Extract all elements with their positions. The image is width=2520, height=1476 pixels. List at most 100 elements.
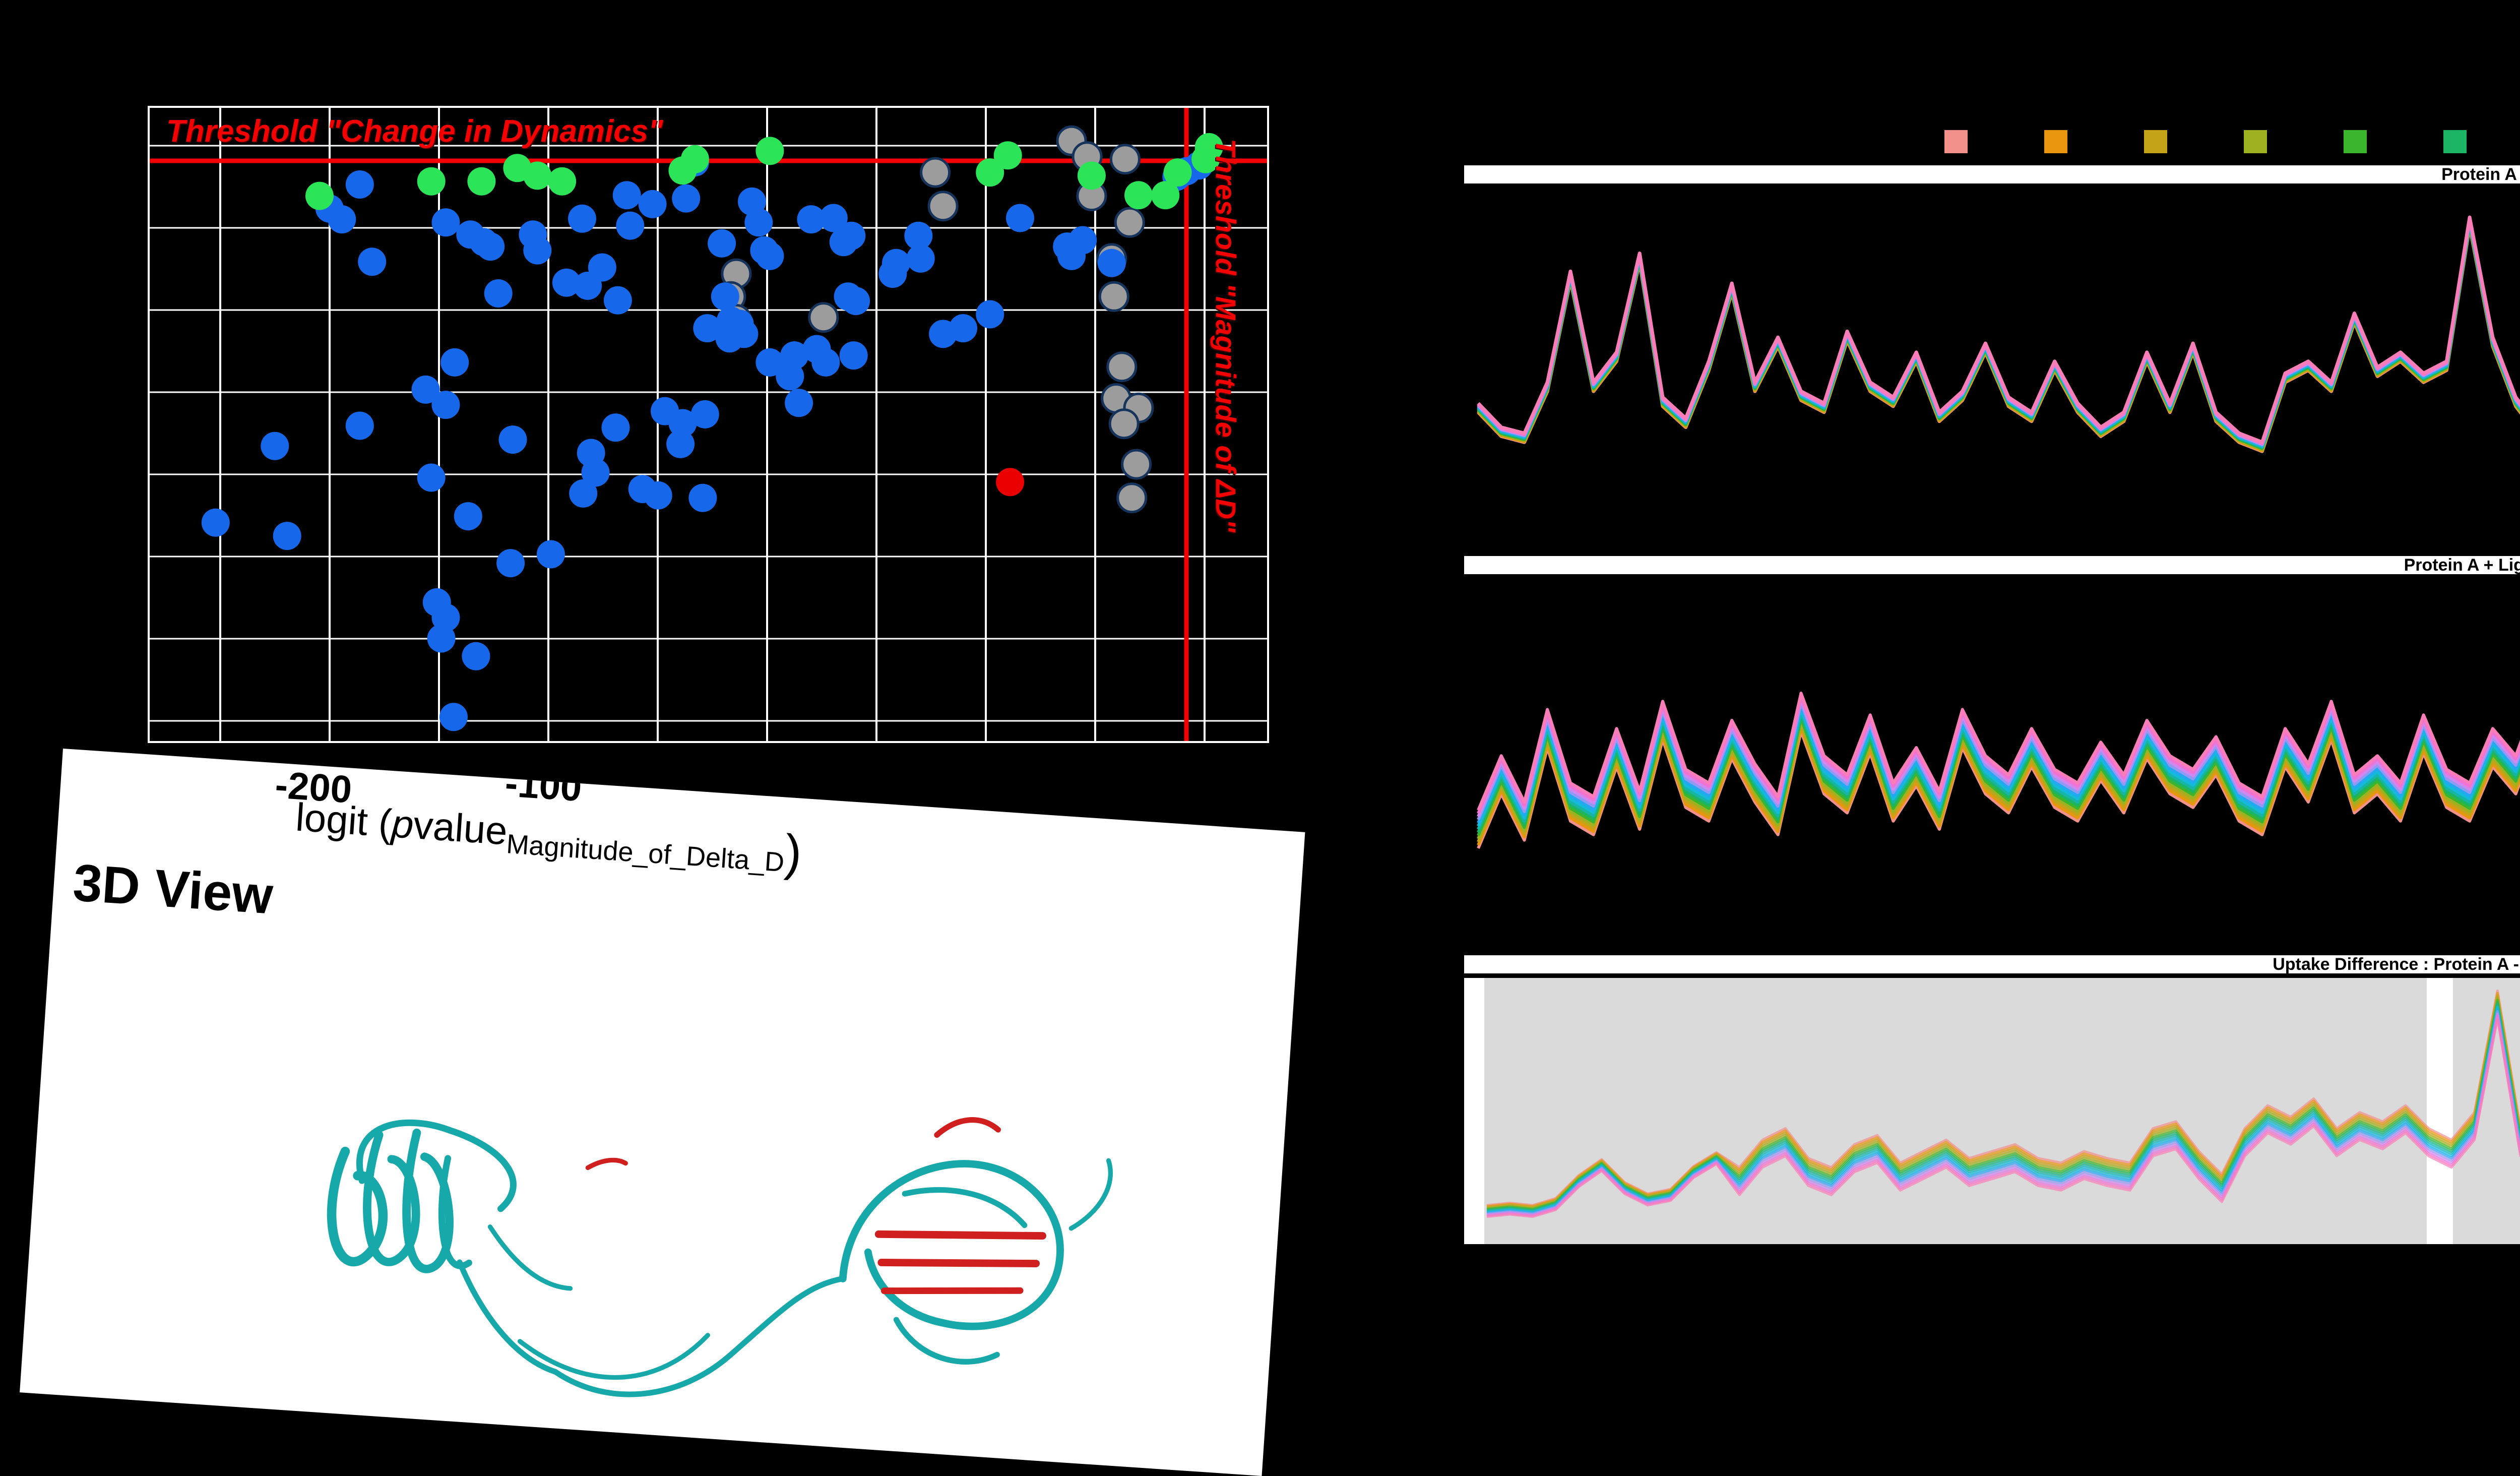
volcano-point-green[interactable] [976, 158, 1004, 187]
volcano-point-green[interactable] [305, 181, 334, 210]
legend-swatch-timepoint-1[interactable] [1944, 130, 1968, 153]
volcano-point-blue[interactable] [574, 271, 602, 300]
volcano-point-blue[interactable] [668, 409, 697, 438]
volcano-point-gray[interactable] [927, 191, 959, 222]
volcano-point-gray[interactable] [1121, 449, 1152, 480]
volcano-point-blue[interactable] [328, 205, 356, 234]
legend-swatch-timepoint-2[interactable] [2044, 130, 2067, 153]
uptake-difference-canvas[interactable] [1464, 978, 2520, 1244]
volcano-point-blue[interactable] [711, 282, 739, 311]
volcano-point-blue[interactable] [411, 375, 440, 404]
volcano-point-blue[interactable] [780, 341, 809, 370]
volcano-point-blue[interactable] [819, 204, 848, 232]
volcano-point-blue[interactable] [906, 244, 935, 273]
volcano-point-green[interactable] [1124, 181, 1153, 210]
volcano-point-blue[interactable] [440, 348, 469, 377]
volcano-point-gray[interactable] [1116, 482, 1148, 514]
volcano-point-blue[interactable] [536, 540, 565, 569]
volcano-point-blue[interactable] [345, 411, 374, 440]
volcano-point-blue[interactable] [882, 249, 910, 277]
volcano-scatter-canvas[interactable] [150, 108, 1267, 741]
volcano-point-gray[interactable] [1114, 207, 1145, 238]
volcano-point-green[interactable] [1077, 161, 1106, 190]
volcano-point-blue[interactable] [462, 642, 490, 670]
volcano-point-blue[interactable] [785, 389, 813, 417]
volcano-point-blue[interactable] [552, 268, 581, 297]
volcano-point-green[interactable] [467, 167, 496, 196]
volcano-point-blue[interactable] [431, 391, 460, 419]
legend-swatch-timepoint-6[interactable] [2443, 130, 2467, 153]
volcano-point-green[interactable] [1151, 181, 1180, 210]
volcano-plot[interactable] [148, 106, 1269, 743]
volcano-point-blue[interactable] [1097, 249, 1126, 277]
volcano-point-green[interactable] [755, 137, 784, 165]
volcano-point-green[interactable] [548, 167, 577, 196]
volcano-point-gray[interactable] [1098, 281, 1129, 312]
volcano-point-blue[interactable] [581, 458, 610, 487]
volcano-point-blue[interactable] [744, 208, 773, 237]
volcano-point-gray[interactable] [920, 157, 951, 188]
volcano-point-green[interactable] [1163, 158, 1192, 187]
volcano-point-blue[interactable] [755, 348, 784, 377]
volcano-point-blue[interactable] [201, 508, 230, 537]
volcano-point-blue[interactable] [839, 341, 868, 370]
volcano-point-red[interactable] [996, 468, 1025, 497]
legend-swatch-timepoint-4[interactable] [2244, 130, 2267, 153]
volcano-point-blue[interactable] [797, 205, 826, 234]
uptake-chart-protein-a-ligand[interactable] [1476, 618, 2520, 910]
volcano-point-green[interactable] [1194, 133, 1223, 161]
legend-swatch-timepoint-3[interactable] [2144, 130, 2167, 153]
volcano-point-blue[interactable] [612, 181, 641, 210]
volcano-point-blue[interactable] [431, 208, 460, 237]
volcano-point-blue[interactable] [616, 211, 645, 240]
uptake-difference-plot-area[interactable] [1464, 974, 2520, 1244]
legend-swatch-timepoint-5[interactable] [2344, 130, 2367, 153]
volcano-point-gray[interactable] [1106, 351, 1138, 383]
volcano-point-blue[interactable] [638, 190, 667, 218]
volcano-point-blue[interactable] [498, 425, 527, 454]
volcano-point-blue[interactable] [834, 282, 862, 311]
volcano-point-blue[interactable] [439, 703, 468, 731]
volcano-point-blue[interactable] [568, 204, 596, 233]
volcano-point-blue[interactable] [454, 502, 482, 531]
uptake-line-timepoint-7 [1486, 1003, 2520, 1212]
volcano-point-blue[interactable] [417, 463, 446, 492]
volcano-point-green[interactable] [680, 145, 709, 173]
volcano-point-blue[interactable] [427, 624, 456, 653]
volcano-point-blue[interactable] [976, 300, 1004, 329]
volcano-point-blue[interactable] [811, 348, 840, 377]
volcano-point-blue[interactable] [261, 432, 289, 460]
volcano-point-blue[interactable] [601, 413, 630, 442]
volcano-point-blue[interactable] [273, 522, 301, 550]
volcano-point-blue[interactable] [484, 279, 513, 307]
volcano-point-blue[interactable] [708, 229, 736, 258]
volcano-point-blue[interactable] [358, 248, 387, 276]
volcano-point-gray[interactable] [808, 302, 839, 333]
volcano-point-blue[interactable] [666, 429, 695, 458]
volcano-point-blue[interactable] [949, 314, 977, 343]
uptake-chart-protein-a[interactable] [1476, 209, 2520, 532]
volcano-point-blue[interactable] [644, 481, 672, 510]
volcano-point-green[interactable] [993, 141, 1022, 170]
volcano-point-green[interactable] [417, 167, 446, 196]
volcano-point-blue[interactable] [603, 286, 632, 315]
volcano-point-blue[interactable] [715, 324, 744, 353]
volcano-point-blue[interactable] [476, 232, 505, 261]
protein-ribbon-3d[interactable] [151, 944, 1212, 1466]
volcano-point-blue[interactable] [837, 221, 866, 250]
volcano-point-blue[interactable] [1006, 204, 1034, 232]
volcano-point-blue[interactable] [693, 314, 722, 343]
volcano-point-blue[interactable] [755, 241, 784, 270]
volcano-point-green[interactable] [523, 161, 552, 190]
volcano-point-blue[interactable] [904, 221, 933, 250]
volcano-point-blue[interactable] [345, 170, 374, 199]
volcano-point-blue[interactable] [690, 400, 719, 428]
volcano-point-blue[interactable] [569, 479, 598, 508]
volcano-point-blue[interactable] [672, 184, 701, 213]
volcano-point-blue[interactable] [523, 236, 552, 265]
volcano-point-blue[interactable] [688, 483, 717, 512]
volcano-point-gray[interactable] [1109, 144, 1141, 175]
volcano-point-gray[interactable] [1108, 408, 1140, 440]
volcano-point-blue[interactable] [1068, 226, 1097, 255]
volcano-point-blue[interactable] [496, 549, 525, 578]
